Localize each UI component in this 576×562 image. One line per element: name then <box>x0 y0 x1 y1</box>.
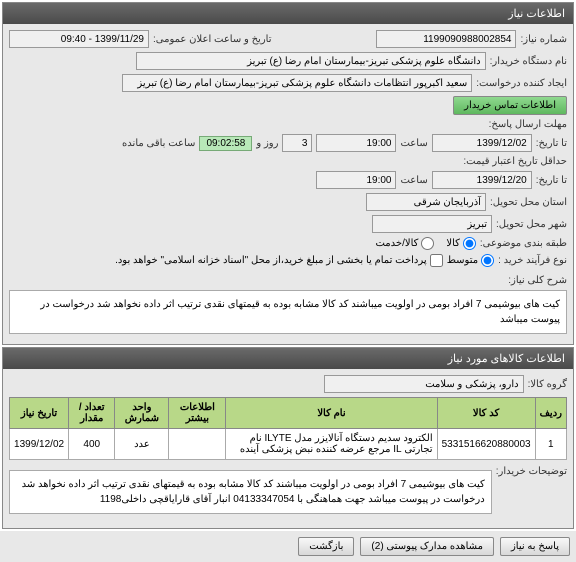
category-radios: کالا کالا/خدمت <box>375 237 475 250</box>
main-desc-label: شرح کلی نیاز: <box>508 275 567 286</box>
th-code: کد کالا <box>437 398 535 429</box>
radio-service-input[interactable] <box>421 237 434 250</box>
back-button[interactable]: بازگشت <box>298 537 354 556</box>
group-value: دارو، پزشکی و سلامت <box>324 375 524 393</box>
answer-button[interactable]: پاسخ به نیاز <box>500 537 570 556</box>
creator-label: ایجاد کننده درخواست: <box>476 78 567 89</box>
cell-spec <box>169 429 226 460</box>
cell-name: الکترود سدیم دستگاه آنالایزر مدل ILYTE ن… <box>226 429 437 460</box>
pub-date-label: تاریخ و ساعت اعلان عمومی: <box>153 34 272 45</box>
city-label: شهر محل تحویل: <box>496 219 567 230</box>
remain-day-label: روز و <box>256 138 278 149</box>
th-name: نام کالا <box>226 398 437 429</box>
cell-unit: عدد <box>115 429 169 460</box>
th-spec: اطلاعات بیشتر <box>169 398 226 429</box>
radio-mid-input[interactable] <box>481 254 494 267</box>
buyer-value: دانشگاه علوم پزشکی تبریز-بیمارستان امام … <box>136 52 486 70</box>
buyer-label: نام دستگاه خریدار: <box>490 56 567 67</box>
valid-label: حداقل تاریخ اعتبار قیمت: <box>463 156 567 167</box>
process-radios: متوسط <box>447 254 494 267</box>
time-label-1: ساعت <box>400 138 427 149</box>
th-unit: واحد شمارش <box>115 398 169 429</box>
radio-goods[interactable]: کالا <box>446 237 476 250</box>
payment-note-label: پرداخت تمام یا بخشی از مبلغ خرید،از محل … <box>115 255 427 266</box>
cell-qty: 400 <box>69 429 115 460</box>
buyer-note-label: توضیحات خریدار: <box>496 466 567 477</box>
need-info-panel: اطلاعات نیاز شماره نیاز: 119909098800285… <box>2 2 574 345</box>
category-label: طبقه بندی موضوعی: <box>480 238 567 249</box>
payment-checkbox[interactable]: پرداخت تمام یا بخشی از مبلغ خرید،از محل … <box>115 254 443 267</box>
need-no-value: 1199090988002854 <box>376 30 516 48</box>
group-label: گروه کالا: <box>528 379 567 390</box>
th-date: تاریخ نیاز <box>10 398 69 429</box>
need-no-label: شماره نیاز: <box>520 34 567 45</box>
footer-actions: پاسخ به نیاز مشاهده مدارک پیوستی (2) باز… <box>0 531 576 562</box>
process-label: نوع فرآیند خرید : <box>498 255 567 266</box>
cell-date: 1399/12/02 <box>10 429 69 460</box>
province-value: آذربایجان شرقی <box>366 193 486 211</box>
to-date-label-1: تا تاریخ: <box>536 138 567 149</box>
cell-code: 5331516620880003 <box>437 429 535 460</box>
need-info-header: اطلاعات نیاز <box>3 3 573 24</box>
radio-service[interactable]: کالا/خدمت <box>375 237 434 250</box>
time-label-2: ساعت <box>400 175 427 186</box>
goods-info-body: گروه کالا: دارو، پزشکی و سلامت ردیف کد ک… <box>3 369 573 528</box>
th-row: ردیف <box>535 398 566 429</box>
radio-goods-input[interactable] <box>463 237 476 250</box>
th-qty: تعداد / مقدار <box>69 398 115 429</box>
city-value: تبریز <box>372 215 492 233</box>
deadline-label: مهلت ارسال پاسخ: <box>489 119 567 130</box>
radio-goods-label: کالا <box>446 238 460 249</box>
table-header-row: ردیف کد کالا نام کالا اطلاعات بیشتر واحد… <box>10 398 567 429</box>
remain-label: ساعت باقی مانده <box>122 138 195 149</box>
province-label: استان محل تحویل: <box>490 197 567 208</box>
valid-date: 1399/12/20 <box>432 171 532 189</box>
buyer-note-box: کیت های بیوشیمی 7 افراد بومی در اولویت م… <box>9 470 492 514</box>
goods-info-panel: اطلاعات کالاهای مورد نیاز گروه کالا: دار… <box>2 347 574 529</box>
remain-days: 3 <box>282 134 312 152</box>
buyer-contact-button[interactable]: اطلاعات تماس خریدار <box>453 96 567 115</box>
valid-time: 19:00 <box>316 171 396 189</box>
goods-info-header: اطلاعات کالاهای مورد نیاز <box>3 348 573 369</box>
deadline-date: 1399/12/02 <box>432 134 532 152</box>
payment-checkbox-input[interactable] <box>430 254 443 267</box>
deadline-time: 19:00 <box>316 134 396 152</box>
goods-table: ردیف کد کالا نام کالا اطلاعات بیشتر واحد… <box>9 397 567 460</box>
attachments-button[interactable]: مشاهده مدارک پیوستی (2) <box>360 537 494 556</box>
creator-value: سعید اکبرپور انتظامات دانشگاه علوم پزشکی… <box>122 74 472 92</box>
main-desc-box: کیت های بیوشیمی 7 افراد بومی در اولویت م… <box>9 290 567 334</box>
table-row[interactable]: 1 5331516620880003 الکترود سدیم دستگاه آ… <box>10 429 567 460</box>
to-date-label-2: تا تاریخ: <box>536 175 567 186</box>
radio-mid-label: متوسط <box>447 255 478 266</box>
countdown-timer: 09:02:58 <box>199 136 252 151</box>
pub-date-value: 1399/11/29 - 09:40 <box>9 30 149 48</box>
radio-service-label: کالا/خدمت <box>375 238 418 249</box>
need-info-body: شماره نیاز: 1199090988002854 تاریخ و ساع… <box>3 24 573 344</box>
radio-mid[interactable]: متوسط <box>447 254 494 267</box>
cell-idx: 1 <box>535 429 566 460</box>
